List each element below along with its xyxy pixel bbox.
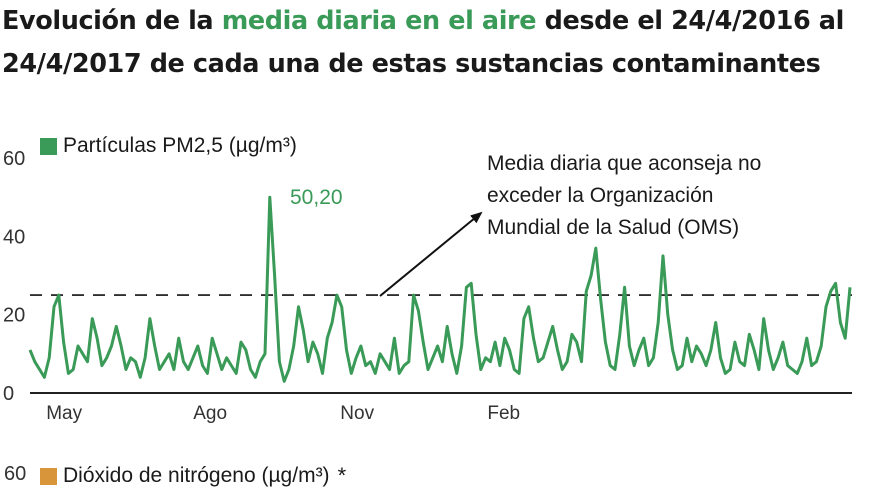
x-axis-labels: May Ago Nov Feb — [46, 403, 520, 424]
title-part1: Evolución de la — [2, 6, 222, 36]
oms-annotation-line-2: exceder la Organización — [487, 184, 714, 207]
second-chart-y-label: 60 — [4, 463, 27, 485]
oms-annotation-line-1: Media diaria que aconseja no — [487, 152, 762, 175]
oms-annotation-arrow — [379, 211, 483, 297]
legend-no2-asterisk: * — [337, 463, 347, 488]
peak-label: 50,20 — [290, 186, 343, 209]
legend-no2: Dióxido de nitrógeno (µg/m³) * — [40, 463, 346, 489]
y-tick-label: 40 — [3, 226, 25, 248]
oms-annotation: Media diaria que aconseja no exceder la … — [487, 148, 761, 244]
title-part2: desde el 24/4/2016 al 24/4/2017 de cada … — [2, 6, 844, 79]
chart-title: Evolución de la media diaria en el aire … — [2, 0, 872, 86]
pm25-series — [28, 195, 852, 383]
legend-no2-swatch — [40, 467, 57, 485]
legend-pm25-swatch — [40, 137, 57, 155]
x-tick-label: Ago — [193, 403, 227, 424]
oms-annotation-line-3: Mundial de la Salud (OMS) — [487, 216, 740, 239]
legend-pm25-label: Partículas PM2,5 (µg/m³) — [63, 134, 297, 157]
x-tick-label: May — [46, 403, 82, 424]
legend-pm25: Partículas PM2,5 (µg/m³) — [40, 134, 297, 158]
y-axis-labels: 0 20 40 60 — [3, 148, 25, 405]
x-tick-label: Feb — [487, 403, 520, 424]
y-tick-label: 60 — [3, 148, 25, 170]
pm25-line — [28, 195, 852, 383]
y-tick-label: 20 — [3, 305, 25, 327]
y-tick-label: 0 — [3, 383, 14, 405]
legend-no2-label: Dióxido de nitrógeno (µg/m³) — [63, 464, 330, 487]
x-tick-label: Nov — [340, 403, 374, 424]
title-highlight: media diaria en el aire — [221, 6, 537, 36]
